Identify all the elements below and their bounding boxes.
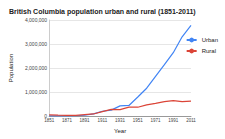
svg-text:1991: 1991 (168, 118, 179, 123)
svg-text:0: 0 (44, 113, 48, 120)
svg-text:1871: 1871 (62, 118, 73, 123)
svg-text:1,000,000: 1,000,000 (25, 89, 47, 95)
svg-text:3,000,000: 3,000,000 (25, 41, 47, 47)
svg-text:1951: 1951 (133, 118, 144, 123)
svg-text:Urban: Urban (202, 37, 218, 43)
svg-text:British Columbia population ur: British Columbia population urban and ru… (9, 8, 196, 16)
svg-text:1911: 1911 (97, 118, 107, 123)
svg-text:1931: 1931 (115, 118, 126, 123)
svg-text:2011: 2011 (186, 118, 196, 123)
svg-text:1891: 1891 (80, 118, 91, 123)
svg-text:1851: 1851 (44, 118, 55, 123)
svg-text:Population: Population (8, 54, 14, 82)
svg-text:Rural: Rural (202, 48, 216, 54)
svg-text:4,000,000: 4,000,000 (25, 17, 47, 23)
svg-text:2,000,000: 2,000,000 (25, 65, 47, 71)
svg-text:1971: 1971 (151, 118, 162, 123)
svg-text:Year: Year (114, 128, 126, 134)
